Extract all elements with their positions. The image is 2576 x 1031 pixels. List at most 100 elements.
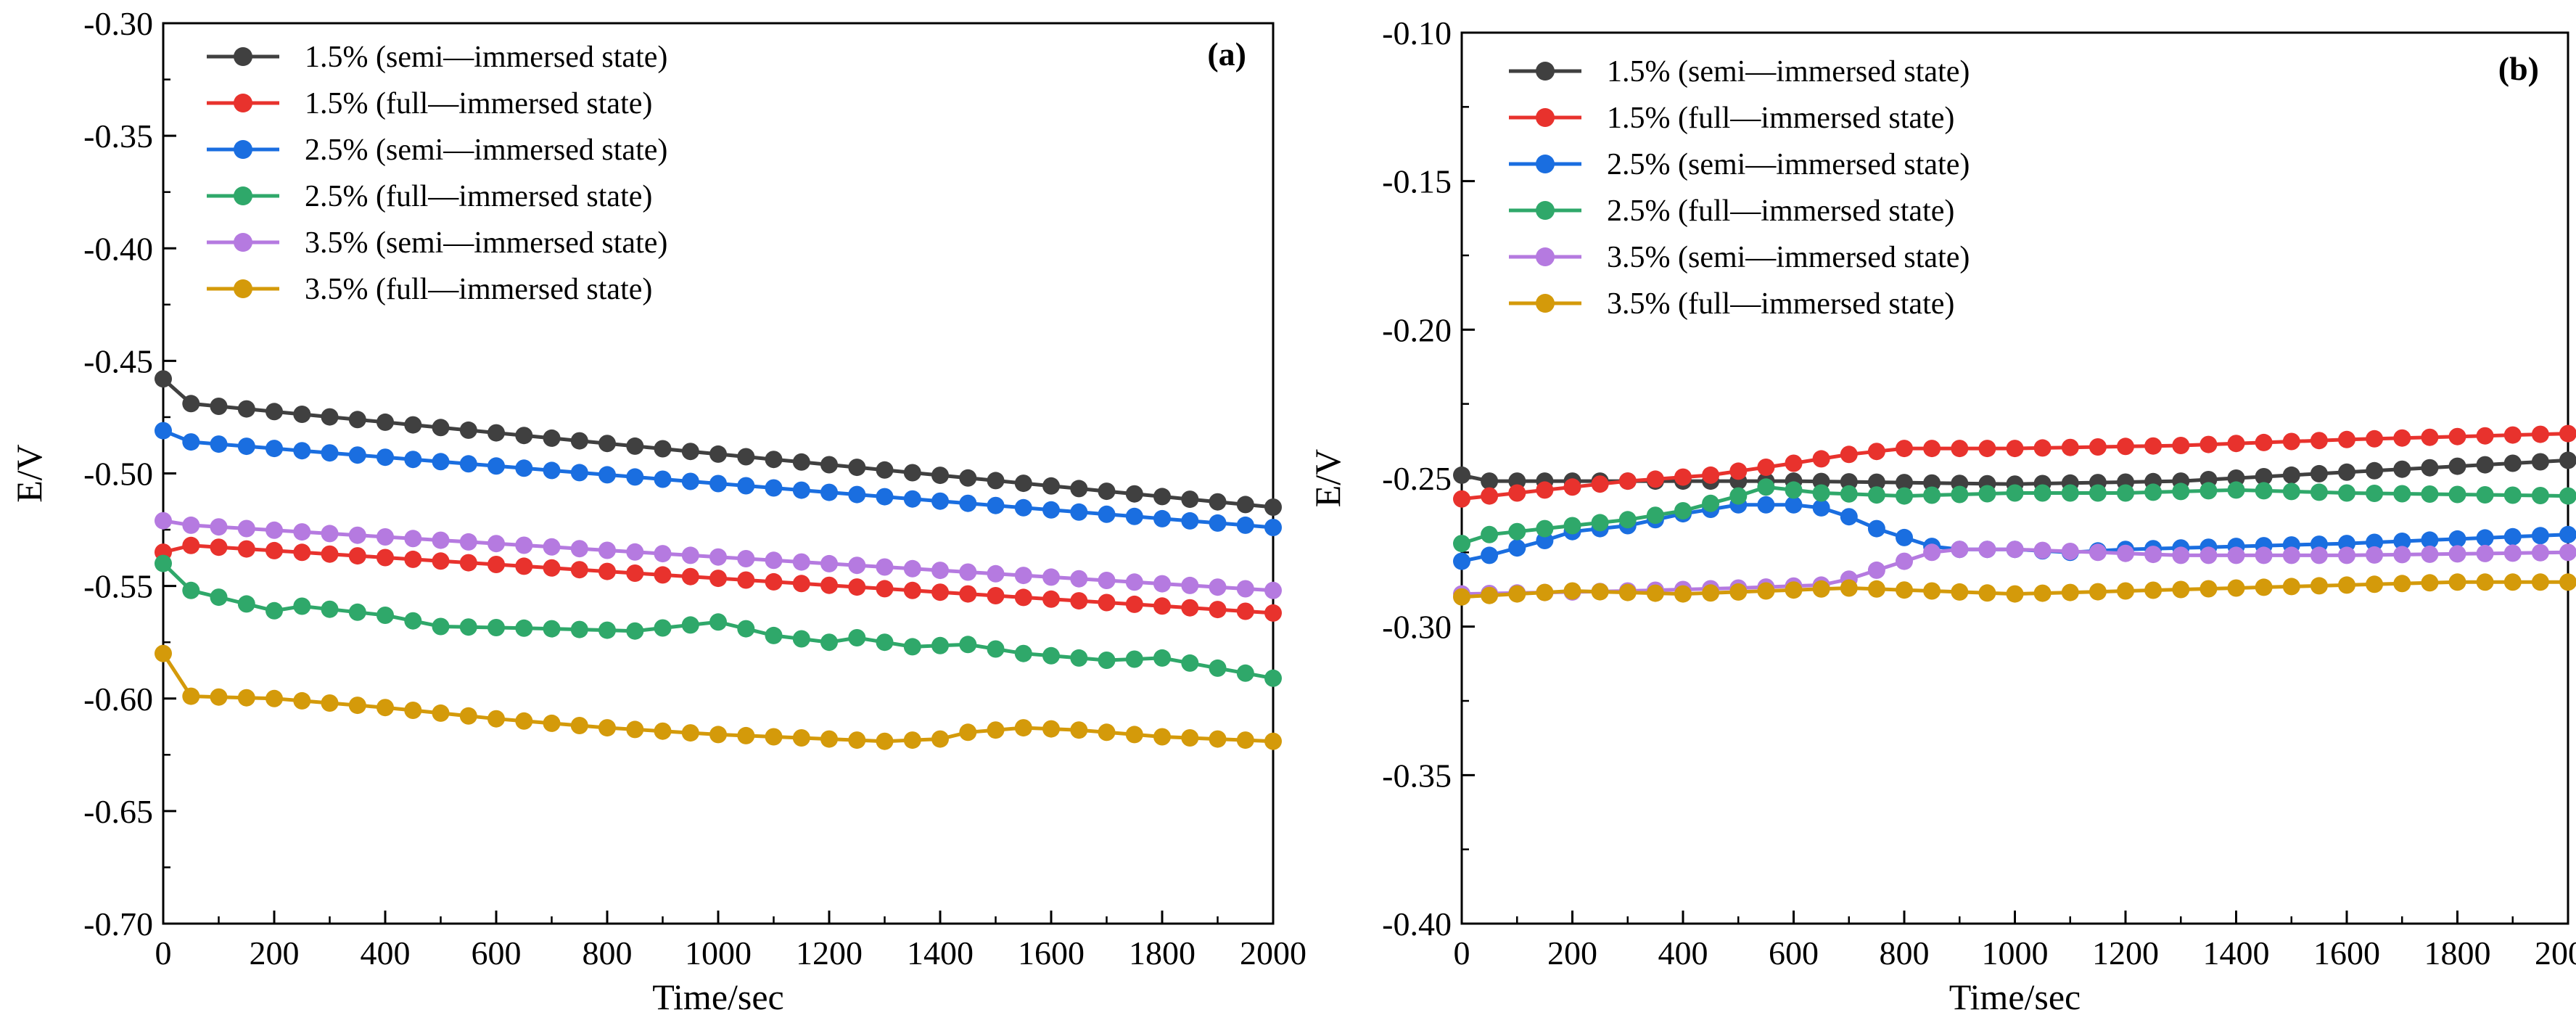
data-point <box>1070 480 1088 498</box>
data-point <box>1840 508 1858 526</box>
data-point <box>515 712 533 730</box>
data-point <box>931 562 949 580</box>
legend-swatch-marker <box>1536 155 1555 173</box>
data-point <box>404 702 422 719</box>
data-point <box>765 626 783 644</box>
x-tick-label: 400 <box>361 935 411 972</box>
data-point <box>237 438 255 456</box>
data-point <box>1014 644 1032 662</box>
data-point <box>2172 580 2190 599</box>
data-point <box>348 547 366 565</box>
data-point <box>1591 475 1609 493</box>
data-point <box>1867 443 1885 461</box>
data-point <box>1070 570 1088 588</box>
data-point <box>598 621 616 639</box>
data-point <box>1729 462 1748 480</box>
data-point <box>182 536 200 554</box>
data-point <box>2227 469 2245 487</box>
data-point <box>681 567 699 586</box>
data-point <box>681 546 699 564</box>
data-point <box>376 607 394 624</box>
data-point <box>2559 573 2576 591</box>
data-point <box>1896 440 1913 458</box>
data-point <box>2172 482 2190 501</box>
data-point <box>2172 437 2190 454</box>
data-point <box>2255 578 2273 596</box>
data-point <box>2172 546 2190 564</box>
data-point <box>1236 731 1254 749</box>
data-point <box>848 556 866 575</box>
data-point <box>1702 584 1720 602</box>
y-tick-label: -0.50 <box>83 456 153 493</box>
data-point <box>2476 427 2494 445</box>
data-point <box>2421 485 2439 503</box>
data-point <box>820 576 838 594</box>
data-point <box>1236 602 1254 620</box>
x-tick-label: 1600 <box>1018 935 1085 972</box>
x-tick-label: 1000 <box>685 935 752 972</box>
y-tick-label: -0.40 <box>83 230 153 267</box>
data-point <box>2393 575 2411 593</box>
data-point <box>1867 580 1885 598</box>
data-point <box>848 731 866 749</box>
data-point <box>2061 438 2079 456</box>
data-point <box>2200 482 2218 500</box>
data-point <box>210 538 228 556</box>
data-point <box>1978 541 1996 559</box>
data-point <box>2310 483 2328 501</box>
data-point <box>2338 576 2355 594</box>
x-tick-label: 2000 <box>2535 935 2576 972</box>
data-point <box>2366 485 2384 502</box>
y-tick-label: -0.40 <box>1382 905 1452 942</box>
data-point <box>2476 529 2494 547</box>
series-2 <box>1453 424 2576 508</box>
data-point <box>2200 580 2218 598</box>
data-point <box>959 585 977 603</box>
data-point <box>293 597 311 615</box>
data-point <box>2117 582 2134 600</box>
data-point <box>959 636 977 654</box>
data-point <box>1125 650 1143 668</box>
data-point <box>1098 482 1116 501</box>
data-point <box>487 457 505 475</box>
data-point <box>626 468 644 486</box>
data-point <box>959 723 977 742</box>
data-point <box>2366 533 2384 551</box>
data-point <box>2006 484 2024 502</box>
series-4 <box>1453 478 2576 553</box>
data-point <box>321 694 339 712</box>
data-point <box>1153 597 1171 615</box>
data-point <box>293 406 311 423</box>
data-point <box>876 461 894 479</box>
data-point <box>626 720 644 739</box>
data-point <box>2476 456 2494 474</box>
data-point <box>987 640 1005 658</box>
data-point <box>210 588 228 607</box>
data-point <box>931 492 949 510</box>
data-point <box>155 554 172 572</box>
data-point <box>1674 468 1692 486</box>
data-point <box>2144 546 2163 564</box>
data-point <box>2006 440 2024 458</box>
data-point <box>2144 437 2163 455</box>
data-point <box>903 490 921 508</box>
data-point <box>376 699 394 717</box>
data-point <box>1812 450 1830 468</box>
data-point <box>709 445 727 463</box>
data-point <box>1264 732 1282 750</box>
data-point <box>2393 485 2411 503</box>
data-point <box>570 561 588 579</box>
data-point <box>237 595 255 613</box>
data-point <box>543 461 561 480</box>
data-point <box>570 432 588 450</box>
y-tick-label: -0.55 <box>83 568 153 605</box>
data-point <box>182 395 200 413</box>
data-point <box>2393 460 2411 478</box>
data-point <box>2393 533 2411 550</box>
data-point <box>598 541 616 559</box>
data-point <box>376 549 394 567</box>
data-point <box>1453 588 1470 606</box>
data-point <box>626 622 644 640</box>
data-point <box>2393 546 2411 564</box>
x-tick-label: 800 <box>1880 935 1930 972</box>
